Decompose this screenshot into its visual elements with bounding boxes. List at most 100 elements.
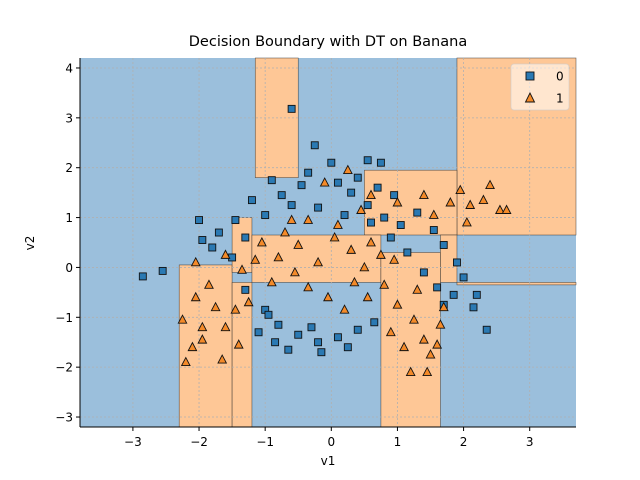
data-point-class-0 (314, 338, 323, 347)
data-point-class-0 (254, 328, 263, 337)
data-point-class-0 (304, 168, 313, 177)
data-point-class-1 (233, 339, 244, 349)
data-point-class-1 (366, 189, 376, 199)
data-point-class-1 (303, 281, 314, 292)
data-point-class-1 (250, 254, 261, 264)
data-point-class-1 (465, 199, 476, 209)
data-point-class-1 (313, 256, 324, 267)
data-point-class-0 (459, 273, 468, 282)
data-point-class-0 (287, 104, 296, 113)
data-point-class-1 (329, 231, 340, 242)
decision-region-2 (364, 169, 458, 236)
data-point-class-0 (198, 236, 207, 244)
data-point-class-0 (363, 156, 372, 165)
data-point-class-0 (241, 233, 250, 242)
data-point-class-1 (197, 334, 208, 344)
y-tick-label: −1 (55, 311, 73, 325)
data-point-class-0 (413, 208, 422, 217)
data-point-class-1 (190, 291, 201, 302)
data-point-class-0 (376, 158, 385, 167)
y-tick-label: 4 (65, 61, 73, 75)
legend-label-1: 1 (556, 92, 564, 106)
legend-marker-1 (524, 91, 536, 103)
legend-marker-0 (525, 71, 535, 81)
data-point-class-1 (405, 366, 416, 376)
data-point-class-0 (353, 325, 362, 334)
y-tick-label: 2 (65, 161, 73, 175)
data-point-class-1 (280, 226, 290, 237)
data-point-class-0 (347, 188, 356, 197)
data-point-class-0 (353, 173, 362, 182)
data-point-class-1 (303, 214, 314, 224)
decision-region-5 (231, 217, 253, 273)
data-point-class-1 (273, 251, 284, 262)
data-point-class-1 (332, 219, 343, 229)
data-point-class-1 (349, 276, 360, 287)
data-point-class-0 (343, 343, 352, 352)
data-point-class-1 (197, 321, 208, 332)
data-point-class-1 (289, 266, 300, 277)
data-point-class-1 (180, 356, 191, 367)
data-point-class-0 (453, 258, 461, 267)
data-point-class-0 (386, 233, 395, 242)
data-point-class-1 (286, 214, 297, 224)
x-axis-label: v1 (320, 454, 336, 468)
data-point-class-0 (419, 268, 428, 277)
decision-region-6 (251, 234, 382, 283)
data-point-class-1 (455, 184, 466, 194)
data-point-class-1 (409, 314, 419, 324)
data-point-class-0 (340, 211, 349, 220)
data-point-class-0 (264, 310, 273, 319)
y-tick-label: 3 (65, 111, 73, 125)
data-point-class-1 (501, 204, 512, 214)
data-point-class-1 (177, 314, 188, 324)
data-point-class-1 (375, 249, 386, 259)
scatter-points (138, 104, 512, 376)
data-point-class-1 (392, 299, 403, 309)
data-point-class-0 (333, 178, 342, 187)
data-point-class-0 (274, 320, 283, 329)
x-tick-label: 2 (460, 435, 468, 449)
decision-regions (80, 57, 577, 428)
x-tick-label: 1 (394, 435, 402, 449)
data-point-class-1 (323, 291, 333, 302)
data-point-class-0 (482, 325, 491, 334)
data-point-class-0 (439, 241, 448, 249)
data-point-class-1 (422, 366, 433, 376)
data-point-class-1 (362, 291, 373, 302)
data-point-class-1 (243, 296, 254, 307)
data-point-class-1 (356, 204, 367, 214)
grid-lines (80, 58, 576, 427)
data-point-class-1 (461, 216, 472, 227)
data-point-class-1 (432, 339, 443, 349)
data-point-class-1 (478, 194, 489, 204)
x-tick-label: 0 (327, 435, 335, 449)
data-point-class-0 (469, 303, 478, 312)
data-point-class-1 (210, 301, 221, 312)
data-point-class-0 (333, 333, 342, 342)
data-point-class-0 (287, 201, 296, 210)
data-point-class-1 (366, 236, 376, 247)
y-tick-label: 1 (65, 211, 73, 225)
data-point-class-0 (403, 248, 412, 257)
y-tick-label: 0 (65, 261, 73, 275)
data-point-class-1 (418, 334, 429, 344)
data-point-class-1 (379, 279, 390, 289)
data-point-class-1 (385, 326, 396, 337)
data-point-class-1 (428, 209, 439, 219)
x-tick-label: 3 (526, 435, 534, 449)
data-point-class-0 (429, 226, 438, 234)
data-point-class-0 (277, 191, 286, 200)
data-point-class-0 (307, 323, 316, 332)
data-point-class-0 (370, 318, 379, 327)
data-point-class-0 (396, 221, 405, 229)
data-point-class-0 (433, 283, 442, 292)
data-point-class-1 (359, 261, 370, 272)
data-point-class-0 (261, 211, 270, 220)
data-point-class-0 (327, 158, 336, 167)
data-point-class-1 (418, 189, 429, 199)
x-tick-label: −2 (190, 435, 208, 449)
data-point-class-1 (445, 197, 456, 207)
data-point-class-0 (214, 228, 223, 237)
